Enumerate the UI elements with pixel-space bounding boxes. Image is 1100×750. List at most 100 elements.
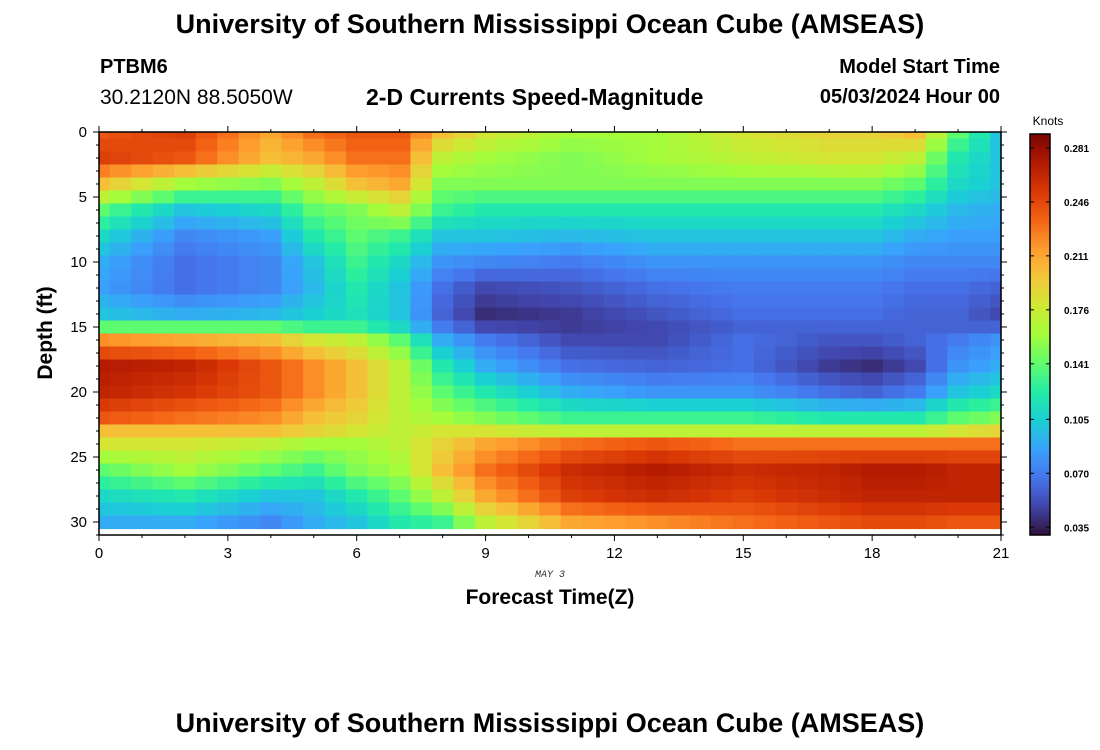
heatmap-cell <box>303 502 326 517</box>
heatmap-cell <box>818 281 841 296</box>
heatmap-cell <box>496 229 519 244</box>
heatmap-cell <box>668 294 691 309</box>
heatmap-cell <box>303 229 326 244</box>
heatmap-cell <box>882 411 905 426</box>
heatmap-cell <box>131 255 154 270</box>
heatmap-cell <box>131 424 154 439</box>
heatmap-cell <box>861 346 884 361</box>
heatmap-cell <box>217 424 240 439</box>
heatmap-cell <box>195 333 218 348</box>
y-tick-label: 30 <box>70 514 87 531</box>
heatmap-cell <box>345 294 369 309</box>
heatmap-cell <box>689 255 712 270</box>
heatmap-cell <box>281 307 304 322</box>
heatmap-cell <box>990 203 1002 218</box>
y-tick-label: 5 <box>79 189 87 206</box>
heatmap-cell <box>882 450 905 465</box>
heatmap-cell <box>260 359 283 374</box>
heatmap-cell <box>668 164 691 179</box>
heatmap-cell <box>711 190 734 205</box>
heatmap-cell <box>453 398 476 413</box>
heatmap-cell <box>217 190 240 205</box>
heatmap-cell <box>839 424 863 439</box>
heatmap-cell <box>367 359 390 374</box>
heatmap-cell <box>260 255 283 270</box>
heatmap-cell <box>711 385 734 400</box>
heatmap-cell <box>668 190 691 205</box>
heatmap-cell <box>474 151 497 166</box>
heatmap-cell <box>152 242 175 257</box>
heatmap-cell <box>238 190 261 205</box>
heatmap-cell <box>474 372 497 387</box>
heatmap-cell <box>732 229 755 244</box>
heatmap-cell <box>882 333 905 348</box>
heatmap-cell <box>711 489 734 504</box>
heatmap-cell <box>668 268 691 283</box>
heatmap-cell <box>668 216 691 231</box>
heatmap-cell <box>882 294 905 309</box>
heatmap-cell <box>539 411 562 426</box>
heatmap-cell <box>882 203 905 218</box>
heatmap-cell <box>839 177 863 192</box>
heatmap-cell <box>453 216 476 231</box>
heatmap-cell <box>882 398 905 413</box>
heatmap-cell <box>603 515 626 530</box>
heatmap-cell <box>560 151 583 166</box>
heatmap-cell <box>174 138 197 153</box>
heatmap-cell <box>109 229 132 244</box>
heatmap-cell <box>109 385 132 400</box>
heatmap-cell <box>260 463 283 478</box>
heatmap-cell <box>732 320 755 335</box>
heatmap-cell <box>947 489 970 504</box>
heatmap-cell <box>861 411 884 426</box>
heatmap-cell <box>195 515 218 530</box>
heatmap-cell <box>195 268 218 283</box>
heatmap-cell <box>775 177 798 192</box>
heatmap-cell <box>152 463 175 478</box>
heatmap-cell <box>539 151 562 166</box>
heatmap-cell <box>388 177 412 192</box>
heatmap-cell <box>195 307 218 322</box>
heatmap-cell <box>732 385 755 400</box>
heatmap-cell <box>818 424 841 439</box>
heatmap-cell <box>904 242 927 257</box>
heatmap-cell <box>539 463 562 478</box>
heatmap-cell <box>217 132 240 140</box>
heatmap-cell <box>517 476 540 491</box>
heatmap-cell <box>367 307 390 322</box>
heatmap-cell <box>131 437 154 452</box>
heatmap-cell <box>388 424 412 439</box>
heatmap-cell <box>796 346 820 361</box>
heatmap-cell <box>195 385 218 400</box>
heatmap-cell <box>539 359 562 374</box>
heatmap-cell <box>517 294 540 309</box>
heatmap-cell <box>668 151 691 166</box>
heatmap-cell <box>238 437 261 452</box>
heatmap-cell <box>904 307 927 322</box>
heatmap-cell <box>818 255 841 270</box>
heatmap-cell <box>711 463 734 478</box>
heatmap-cell <box>990 268 1002 283</box>
heatmap-cell <box>410 216 433 231</box>
heatmap-cell <box>947 203 970 218</box>
heatmap-cell <box>582 346 605 361</box>
heatmap-cell <box>711 515 734 530</box>
heatmap-cell <box>839 216 863 231</box>
heatmap-cell <box>990 463 1002 478</box>
heatmap-cell <box>603 424 626 439</box>
heatmap-cell <box>217 281 240 296</box>
heatmap-cell <box>582 476 605 491</box>
heatmap-cell <box>281 132 304 140</box>
heatmap-cell <box>625 476 648 491</box>
heatmap-cell <box>603 450 626 465</box>
heatmap-cell <box>732 242 755 257</box>
heatmap-cell <box>217 515 240 530</box>
heatmap-cell <box>431 281 454 296</box>
heatmap-cell <box>345 216 369 231</box>
heatmap-cell <box>882 138 905 153</box>
heatmap-cell <box>99 398 111 413</box>
heatmap-cell <box>646 255 669 270</box>
heatmap-cell <box>947 333 970 348</box>
heatmap-cell <box>689 203 712 218</box>
heatmap-cell <box>818 385 841 400</box>
